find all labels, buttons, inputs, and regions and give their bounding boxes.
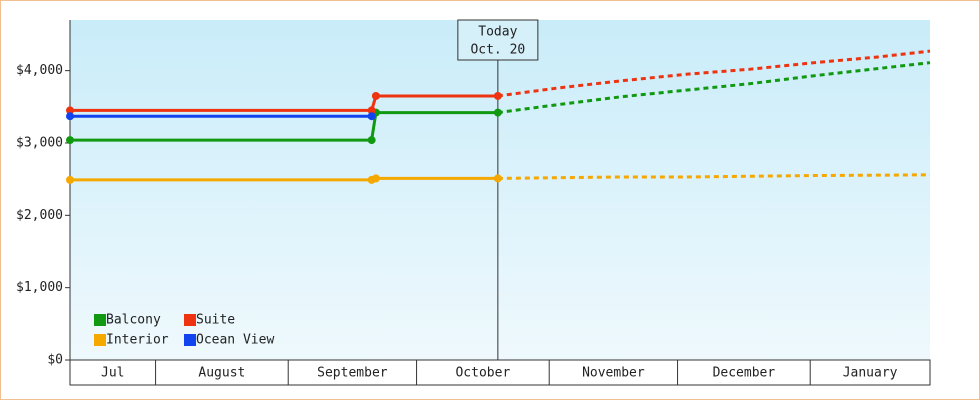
today-label: Oct. 20 — [470, 43, 525, 58]
legend-swatch — [184, 314, 196, 326]
point — [493, 174, 502, 183]
legend-swatch — [94, 334, 106, 346]
x-tick-label: August — [198, 366, 245, 381]
x-tick-label: December — [713, 366, 776, 381]
point — [371, 174, 380, 183]
point — [367, 112, 376, 121]
projection-line — [497, 49, 931, 98]
today-label: Today — [478, 25, 517, 40]
legend-label: Balcony — [106, 313, 161, 328]
x-tick-label: September — [317, 366, 388, 381]
point — [66, 175, 74, 184]
series-line — [70, 94, 498, 112]
legend-label: Interior — [106, 333, 169, 348]
point — [367, 106, 376, 115]
y-tick-label: $0 — [47, 353, 63, 368]
point — [371, 91, 380, 100]
point — [66, 136, 74, 145]
point — [66, 106, 74, 115]
legend-swatch — [184, 334, 196, 346]
projection-line — [497, 173, 931, 180]
plot-area — [70, 20, 930, 360]
legend-label: Suite — [196, 313, 235, 328]
point — [367, 136, 376, 145]
point — [493, 108, 502, 117]
y-tick-label: $3,000 — [16, 135, 63, 150]
projection-line — [497, 61, 931, 115]
point — [66, 112, 74, 121]
x-tick-label: October — [455, 366, 510, 381]
y-tick-label: $2,000 — [16, 208, 63, 223]
legend-label: Ocean View — [196, 333, 274, 348]
y-tick-label: $4,000 — [16, 63, 63, 78]
legend-swatch — [94, 314, 106, 326]
point — [493, 91, 502, 100]
series-line — [70, 176, 498, 182]
y-tick-label: $1,000 — [16, 280, 63, 295]
today-box — [457, 19, 539, 61]
x-tick-label: November — [582, 366, 645, 381]
x-tick-label: January — [843, 366, 898, 381]
series-line — [70, 111, 498, 142]
x-tick-label: Jul — [101, 366, 124, 381]
x-axis-band — [69, 359, 931, 386]
